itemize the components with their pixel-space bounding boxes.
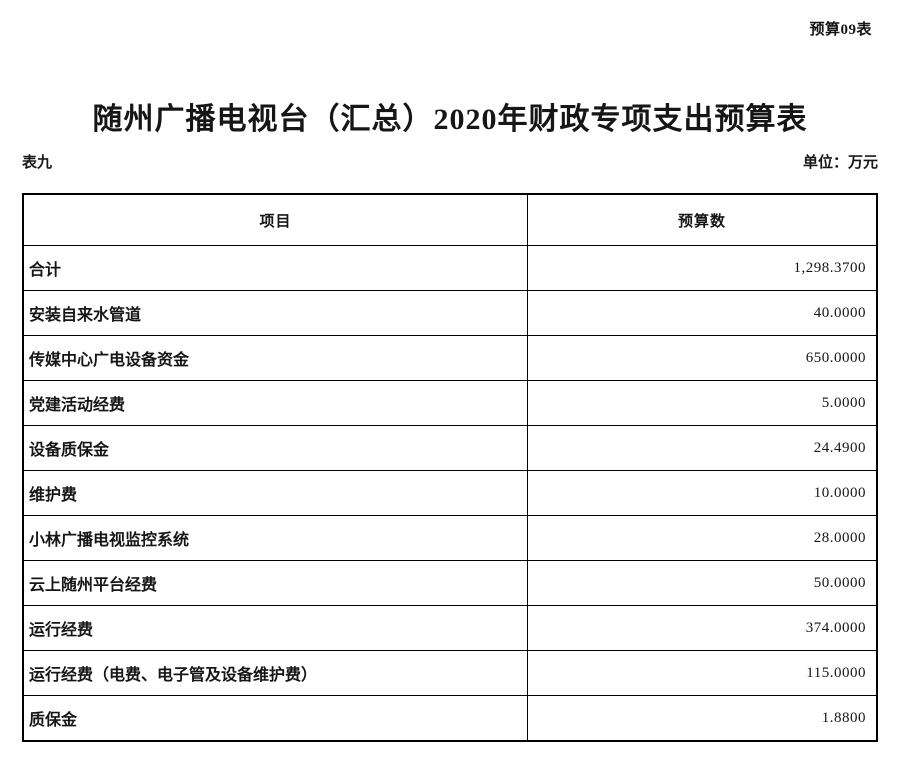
item-cell: 运行经费（电费、电子管及设备维护费） (24, 651, 528, 695)
value-cell: 374.0000 (805, 619, 866, 636)
value-cell: 40.0000 (813, 304, 866, 321)
item-cell: 维护费 (24, 471, 528, 515)
item-cell: 党建活动经费 (24, 381, 528, 425)
page-title: 随州广播电视台（汇总）2020年财政专项支出预算表 (92, 103, 808, 137)
header-value-column: 预算数 (677, 213, 726, 230)
value-cell: 1,298.3700 (793, 259, 866, 276)
table-row: 质保金 1.8800 (24, 695, 876, 740)
unit-label: 单位：万元 (802, 155, 878, 171)
table-row: 传媒中心广电设备资金 650.0000 (24, 335, 876, 380)
table-row: 运行经费（电费、电子管及设备维护费） 115.0000 (24, 650, 876, 695)
table-row: 合计 1,298.3700 (24, 245, 876, 290)
table-row: 设备质保金 24.4900 (24, 425, 876, 470)
item-cell: 合计 (24, 246, 528, 290)
table-row: 小林广播电视监控系统 28.0000 (24, 515, 876, 560)
table-row: 维护费 10.0000 (24, 470, 876, 515)
value-cell: 24.4900 (813, 439, 866, 456)
value-cell: 10.0000 (813, 484, 866, 501)
table-meta-row: 表九 单位：万元 (22, 151, 878, 172)
budget-table: 项目 预算数 合计 1,298.3700 安装自来水管道 40.0000 传媒中… (22, 193, 878, 742)
table-row: 安装自来水管道 40.0000 (24, 290, 876, 335)
item-cell: 安装自来水管道 (24, 291, 528, 335)
table-row: 云上随州平台经费 50.0000 (24, 560, 876, 605)
item-cell: 设备质保金 (24, 426, 528, 470)
item-cell: 传媒中心广电设备资金 (24, 336, 528, 380)
value-cell: 115.0000 (806, 664, 866, 681)
table-body: 合计 1,298.3700 安装自来水管道 40.0000 传媒中心广电设备资金… (24, 245, 876, 740)
item-cell: 云上随州平台经费 (24, 561, 528, 605)
item-cell: 运行经费 (24, 606, 528, 650)
item-cell: 质保金 (24, 696, 528, 740)
value-cell: 1.8800 (821, 709, 866, 726)
value-cell: 50.0000 (813, 574, 866, 591)
table-header-row: 项目 预算数 (24, 195, 876, 245)
value-cell: 28.0000 (813, 529, 866, 546)
item-cell: 小林广播电视监控系统 (24, 516, 528, 560)
table-number-label: 表九 (22, 155, 53, 171)
header-item-column: 项目 (24, 195, 528, 245)
doc-code-label: 预算09表 (809, 22, 872, 38)
value-cell: 650.0000 (805, 349, 866, 366)
value-cell: 5.0000 (821, 394, 866, 411)
table-row: 党建活动经费 5.0000 (24, 380, 876, 425)
table-row: 运行经费 374.0000 (24, 605, 876, 650)
